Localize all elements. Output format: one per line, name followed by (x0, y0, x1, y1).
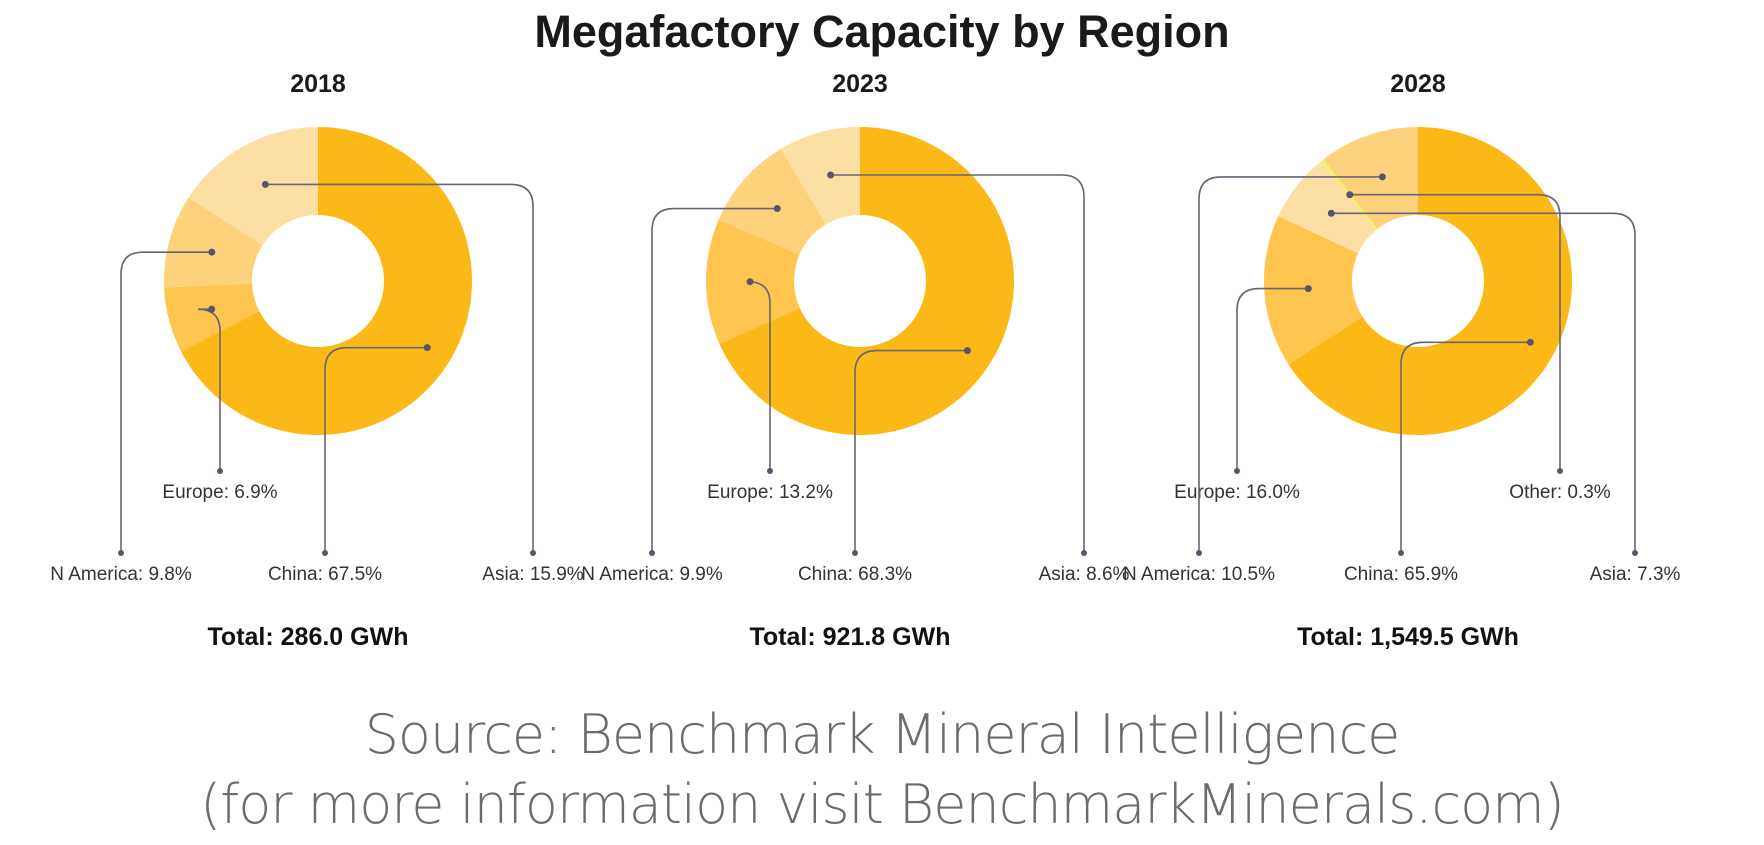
leader-line (830, 174, 1085, 553)
leader-line (324, 346, 428, 553)
leader-line (197, 308, 221, 471)
chart-title: Megafactory Capacity by Region (534, 6, 1230, 57)
leader-dot (649, 550, 655, 556)
leader-dot (773, 205, 781, 213)
slice-label: Asia: 15.9% (482, 564, 583, 585)
source-link-line[interactable]: (for more information visit BenchmarkMin… (200, 773, 1565, 836)
donut-charts: 2018 China: 67.5% Europe: 6.9% N America: 9… (50, 70, 1681, 651)
source-note: Source: Benchmark Mineral Intelligence (… (0, 700, 1764, 840)
leader-dot (1378, 173, 1386, 181)
donut-year-label: 2018 (290, 70, 346, 98)
slice-label: N America: 10.5% (1123, 564, 1275, 585)
leader-dot (208, 248, 216, 256)
slice-label: Europe: 16.0% (1174, 482, 1300, 503)
slice-label: N America: 9.9% (581, 564, 723, 585)
leader-line (1236, 287, 1309, 471)
slice-asia (780, 127, 860, 225)
donut-year-label: 2028 (1390, 70, 1446, 98)
source-line: Source: Benchmark Mineral Intelligence (364, 703, 1401, 766)
slice-europe (164, 283, 260, 352)
leader-dot (530, 550, 536, 556)
donut-year-label: 2023 (832, 70, 888, 98)
leader-line (1349, 193, 1561, 471)
slice-label: Europe: 6.9% (162, 482, 277, 503)
leader-line (1400, 341, 1531, 553)
slice-n-america (718, 148, 827, 255)
leader-dot (1557, 468, 1563, 474)
leader-dot (261, 180, 269, 188)
slice-n-america (1323, 127, 1418, 229)
total-label: Total: 286.0 GWh (208, 623, 409, 651)
slice-label: China: 67.5% (268, 564, 382, 585)
leader-dot (746, 278, 754, 286)
donut-2023: 2023 China: 68.3% Europe: 13.2% N America: … (581, 70, 1129, 651)
slice-label: Europe: 13.2% (707, 482, 833, 503)
slice-label: Asia: 8.6% (1039, 564, 1130, 585)
leader-dot (852, 550, 858, 556)
leader-dot (1304, 285, 1312, 293)
slice-asia (1278, 161, 1377, 254)
slice-label: Other: 0.3% (1509, 482, 1610, 503)
slice-label: N America: 9.8% (50, 564, 192, 585)
leader-dot (1398, 550, 1404, 556)
leader-dot (827, 171, 835, 179)
leader-dot (1526, 338, 1534, 346)
slice-label: China: 68.3% (798, 564, 912, 585)
donut-2028: 2028 China: 65.9% Europe: 16.0% Asia: 7.3% O… (1123, 70, 1681, 651)
leader-dot (217, 468, 223, 474)
leader-dot (1346, 191, 1354, 199)
leader-line (120, 251, 212, 553)
leader-dot (767, 468, 773, 474)
slice-label: Asia: 7.3% (1590, 564, 1681, 585)
leader-line (1331, 212, 1636, 553)
leader-dot (1081, 550, 1087, 556)
leader-dot (1327, 209, 1335, 217)
leader-dot (1196, 550, 1202, 556)
leader-dot (423, 344, 431, 352)
slice-europe (1263, 216, 1363, 365)
slice-china (1288, 127, 1572, 435)
donut-2018: 2018 China: 67.5% Europe: 6.9% N America: 9… (50, 70, 584, 651)
leader-dot (1632, 550, 1638, 556)
leader-line (651, 207, 778, 553)
leader-line (1198, 176, 1383, 553)
leader-dot (963, 347, 971, 355)
leader-dot (208, 305, 216, 313)
leader-line (854, 349, 968, 553)
leader-line (265, 183, 534, 553)
slice-china (719, 127, 1015, 435)
leader-dot (322, 550, 328, 556)
leader-dot (118, 550, 124, 556)
leader-dot (1234, 468, 1240, 474)
slice-china (181, 127, 472, 435)
slice-label: China: 65.9% (1344, 564, 1458, 585)
slice-n-america (164, 197, 263, 288)
total-label: Total: 921.8 GWh (750, 623, 951, 651)
slice-asia (188, 127, 318, 246)
total-label: Total: 1,549.5 GWh (1297, 623, 1519, 651)
